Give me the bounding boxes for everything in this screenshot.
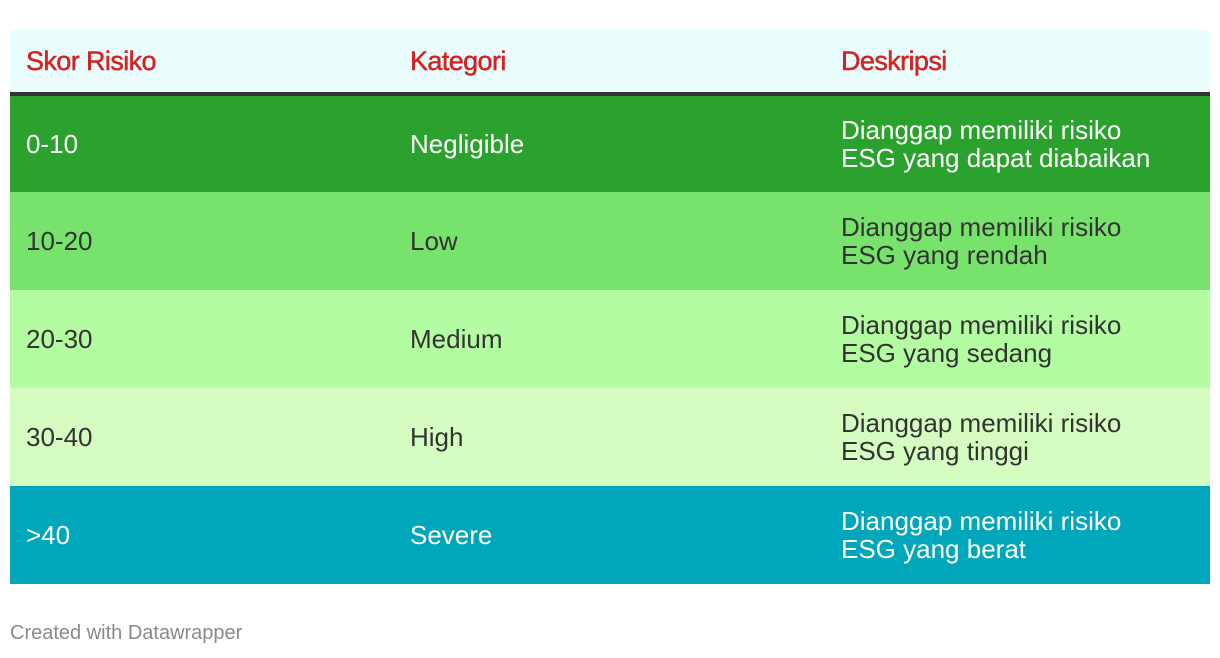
- description-line-1: Dianggap memiliki risiko: [841, 115, 1122, 145]
- table-row: >40 Severe Dianggap memiliki risiko ESG …: [10, 486, 1210, 584]
- table-row: 10-20 Low Dianggap memiliki risiko ESG y…: [10, 192, 1210, 290]
- description-line-1: Dianggap memiliki risiko: [841, 310, 1122, 340]
- table-row: 0-10 Negligible Dianggap memiliki risiko…: [10, 94, 1210, 192]
- description-line-1: Dianggap memiliki risiko: [841, 212, 1122, 242]
- description-line-2: ESG yang sedang: [841, 338, 1053, 368]
- score-cell: 0-10: [26, 129, 79, 159]
- header-row: Skor Risiko Kategori Deskripsi: [10, 30, 1210, 96]
- description-line-2: ESG yang berat: [841, 534, 1026, 564]
- table-row: 30-40 High Dianggap memiliki risiko ESG …: [10, 388, 1210, 486]
- category-cell: Negligible: [410, 129, 525, 159]
- description-cell: Dianggap memiliki risiko ESG yang berat: [825, 486, 1210, 584]
- header-deskripsi[interactable]: Deskripsi: [825, 30, 1210, 96]
- description-cell: Dianggap memiliki risiko ESG yang tinggi: [825, 388, 1210, 486]
- category-cell: High: [410, 422, 464, 452]
- category-cell: Medium: [410, 324, 503, 354]
- description-cell: Dianggap memiliki risiko ESG yang dapat …: [825, 94, 1210, 192]
- score-cell: 20-30: [26, 324, 93, 354]
- description-line-1: Dianggap memiliki risiko: [841, 408, 1122, 438]
- risk-table-container: Skor Risiko Kategori Deskripsi 0-10 Negl…: [10, 30, 1210, 584]
- score-cell: 30-40: [26, 422, 93, 452]
- description-line-2: ESG yang tinggi: [841, 436, 1029, 466]
- description-cell: Dianggap memiliki risiko ESG yang sedang: [825, 290, 1210, 388]
- datawrapper-credit[interactable]: Created with Datawrapper: [10, 622, 243, 644]
- description-cell: Dianggap memiliki risiko ESG yang rendah: [825, 192, 1210, 290]
- score-cell: 10-20: [26, 226, 93, 256]
- description-line-2: ESG yang dapat diabaikan: [841, 143, 1151, 173]
- description-line-2: ESG yang rendah: [841, 240, 1048, 270]
- table-row: 20-30 Medium Dianggap memiliki risiko ES…: [10, 290, 1210, 388]
- category-cell: Severe: [410, 520, 493, 550]
- risk-score-table: Skor Risiko Kategori Deskripsi 0-10 Negl…: [10, 30, 1210, 584]
- category-cell: Low: [410, 226, 458, 256]
- table-header: Skor Risiko Kategori Deskripsi: [10, 30, 1210, 96]
- description-line-1: Dianggap memiliki risiko: [841, 506, 1122, 536]
- header-skor-risiko[interactable]: Skor Risiko: [10, 30, 394, 96]
- header-kategori[interactable]: Kategori: [394, 30, 825, 96]
- score-cell: >40: [26, 520, 71, 550]
- table-body: 0-10 Negligible Dianggap memiliki risiko…: [10, 94, 1210, 584]
